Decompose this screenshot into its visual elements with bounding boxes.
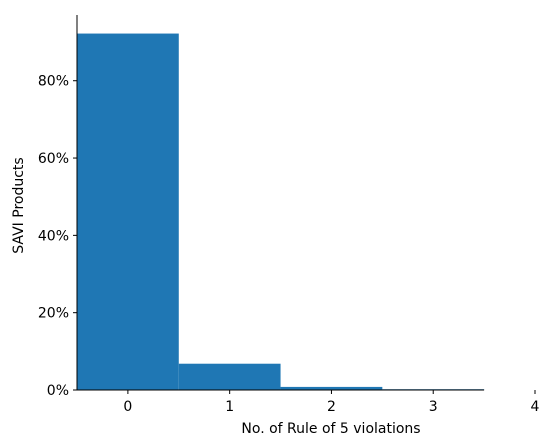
x-tick-label: 0	[123, 399, 132, 415]
x-tick-label: 1	[225, 399, 234, 415]
y-tick-label: 80%	[38, 74, 69, 90]
y-tick-label: 60%	[38, 151, 69, 167]
bars-group	[77, 33, 485, 390]
bar-1	[178, 363, 281, 390]
y-tick-label: 0%	[47, 383, 69, 399]
bar-2	[280, 386, 383, 390]
y-tick-label: 40%	[38, 228, 69, 244]
x-axis-label: No. of Rule of 5 violations	[241, 421, 420, 437]
x-tick-label: 4	[531, 399, 540, 415]
x-axis: 0 1 2 3 4	[77, 389, 540, 415]
y-tick-label: 20%	[38, 306, 69, 322]
x-tick-label: 2	[327, 399, 336, 415]
y-axis: 0% 20% 40% 60% 80%	[38, 15, 78, 399]
x-tick-label: 3	[429, 399, 438, 415]
y-axis-label: SAVI Products	[11, 157, 27, 253]
bar-0	[77, 33, 179, 390]
